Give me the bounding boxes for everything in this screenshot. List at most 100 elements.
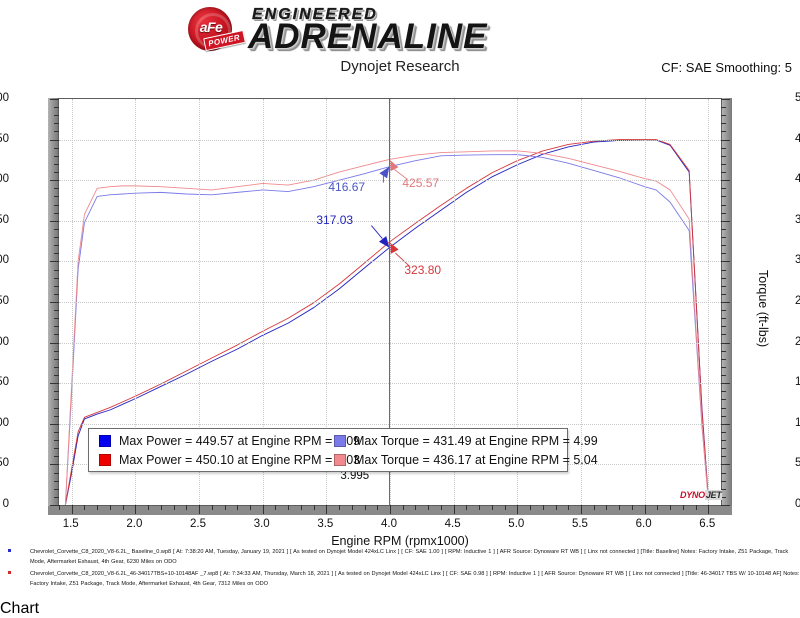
right-axis-tick-label: 400 [795, 173, 800, 186]
axis-tick [708, 505, 710, 514]
axis-tick-minor [54, 269, 59, 271]
axis-tick-minor [721, 472, 726, 474]
axis-tick-minor [721, 326, 726, 328]
axis-tick-minor [224, 505, 226, 510]
axis-tick [50, 342, 59, 344]
right-axis-tick-label: 0 [795, 498, 800, 510]
axis-tick-minor [721, 269, 726, 271]
axis-tick [721, 505, 730, 506]
axis-tick-minor [721, 399, 726, 401]
legend-item-torque-baseline: Max Torque = 431.49 at Engine RPM = 4.99 [328, 434, 598, 448]
axis-tick-minor [721, 334, 726, 336]
axis-tick-minor [377, 505, 379, 510]
axis-tick-minor [59, 505, 60, 510]
axis-tick-minor [721, 245, 726, 247]
axis-tick-minor [275, 505, 277, 510]
axis-tick-minor [721, 228, 726, 230]
axis-tick-minor [211, 505, 213, 510]
gridline-vertical [580, 99, 582, 505]
x-axis-title: Engine RPM (rpmx1000) [331, 534, 469, 548]
axis-tick-minor [54, 115, 59, 117]
axis-tick-minor [721, 293, 726, 295]
axis-tick-minor [109, 505, 111, 510]
axis-tick-minor [593, 505, 595, 510]
gridline-vertical [135, 99, 137, 505]
axis-tick-minor [54, 107, 59, 109]
axis-tick-minor [54, 496, 59, 498]
axis-tick-minor [721, 366, 726, 368]
axis-tick [50, 261, 59, 263]
axis-tick-minor [721, 212, 726, 214]
legend-row: Max Power = 450.10 at Engine RPM = 6.03 … [93, 450, 598, 469]
axis-tick [71, 505, 73, 514]
axis-tick-minor [54, 399, 59, 401]
legend-swatch-icon [99, 434, 111, 447]
x-axis-tick-label: 6.0 [635, 518, 652, 530]
series-line-torque-baseline-ft-lbs [64, 154, 709, 505]
legend-label: Max Power = 449.57 at Engine RPM = 6.09 [119, 433, 361, 448]
header-banner: aFe POWER ENGINEERED ADRENALINE [0, 0, 800, 58]
axis-tick-minor [300, 505, 302, 510]
axis-tick-minor [54, 155, 59, 157]
left-axis-tick-label: 250 [0, 295, 9, 307]
left-axis-tick-label: 50 [0, 457, 9, 470]
axis-tick-minor [504, 505, 506, 510]
left-axis-tick-label: 350 [0, 213, 9, 226]
gridline-vertical [262, 99, 264, 505]
axis-tick-minor [721, 456, 726, 458]
correction-factor-label: CF: SAE Smoothing: 5 [661, 60, 792, 75]
axis-tick-minor [542, 505, 544, 510]
axis-tick-minor [54, 277, 59, 279]
legend-item-torque-afe: Max Torque = 436.17 at Engine RPM = 5.04 [328, 453, 598, 467]
axis-tick [721, 261, 730, 263]
axis-tick [135, 505, 137, 514]
axis-tick-minor [721, 196, 726, 198]
axis-tick-minor [721, 358, 726, 360]
axis-tick-minor [54, 366, 59, 368]
axis-tick [721, 99, 730, 100]
axis-tick-minor [721, 350, 726, 352]
annotation-leader-line [394, 169, 408, 180]
axis-tick-minor [148, 505, 150, 510]
axis-tick-minor [54, 147, 59, 149]
right-axis-tick-label: 250 [795, 295, 800, 307]
axis-tick-minor [54, 431, 59, 433]
x-axis-tick-label: 2.0 [126, 518, 143, 530]
axis-tick-minor [54, 285, 59, 287]
axis-tick-minor [54, 245, 59, 247]
gridline-vertical [71, 99, 73, 505]
axis-tick-minor [54, 163, 59, 165]
right-axis-tick-label: 150 [795, 376, 800, 389]
axis-tick-minor [721, 488, 726, 490]
gridline-vertical [453, 99, 455, 505]
x-axis-tick-label: 5.5 [571, 518, 588, 530]
axis-tick-minor [466, 505, 468, 510]
axis-tick-minor [54, 358, 59, 360]
axis-tick-minor [54, 472, 59, 474]
axis-tick [721, 383, 730, 385]
axis-tick-minor [721, 277, 726, 279]
dyno-chart-screenshot: aFe POWER ENGINEERED ADRENALINE Dynojet … [0, 0, 800, 587]
axis-tick-minor [97, 505, 99, 510]
axis-tick-minor [402, 505, 404, 510]
axis-tick-minor [721, 155, 726, 157]
axis-tick-minor [237, 505, 239, 510]
axis-tick [50, 220, 59, 222]
left-axis-tick-label: 0 [2, 498, 9, 510]
x-axis-tick-label: 4.0 [381, 518, 397, 530]
axis-tick [50, 302, 59, 303]
axis-tick-minor [351, 505, 353, 510]
right-axis-tick-label: 50 [795, 457, 800, 470]
axis-tick-minor [54, 407, 59, 409]
x-axis-tick-label: 4.5 [444, 518, 461, 530]
axis-tick [50, 505, 59, 506]
axis-tick-minor [54, 456, 59, 458]
annotation-value-label: 416.67 [328, 179, 366, 194]
left-axis-tick-label: 200 [0, 335, 9, 348]
axis-tick-minor [721, 391, 726, 393]
axis-tick-minor [313, 505, 315, 510]
right-axis-tick-label: 500 [795, 92, 800, 104]
axis-tick-minor [721, 407, 726, 409]
axis-tick [326, 505, 328, 514]
axis-tick-minor [721, 188, 726, 190]
